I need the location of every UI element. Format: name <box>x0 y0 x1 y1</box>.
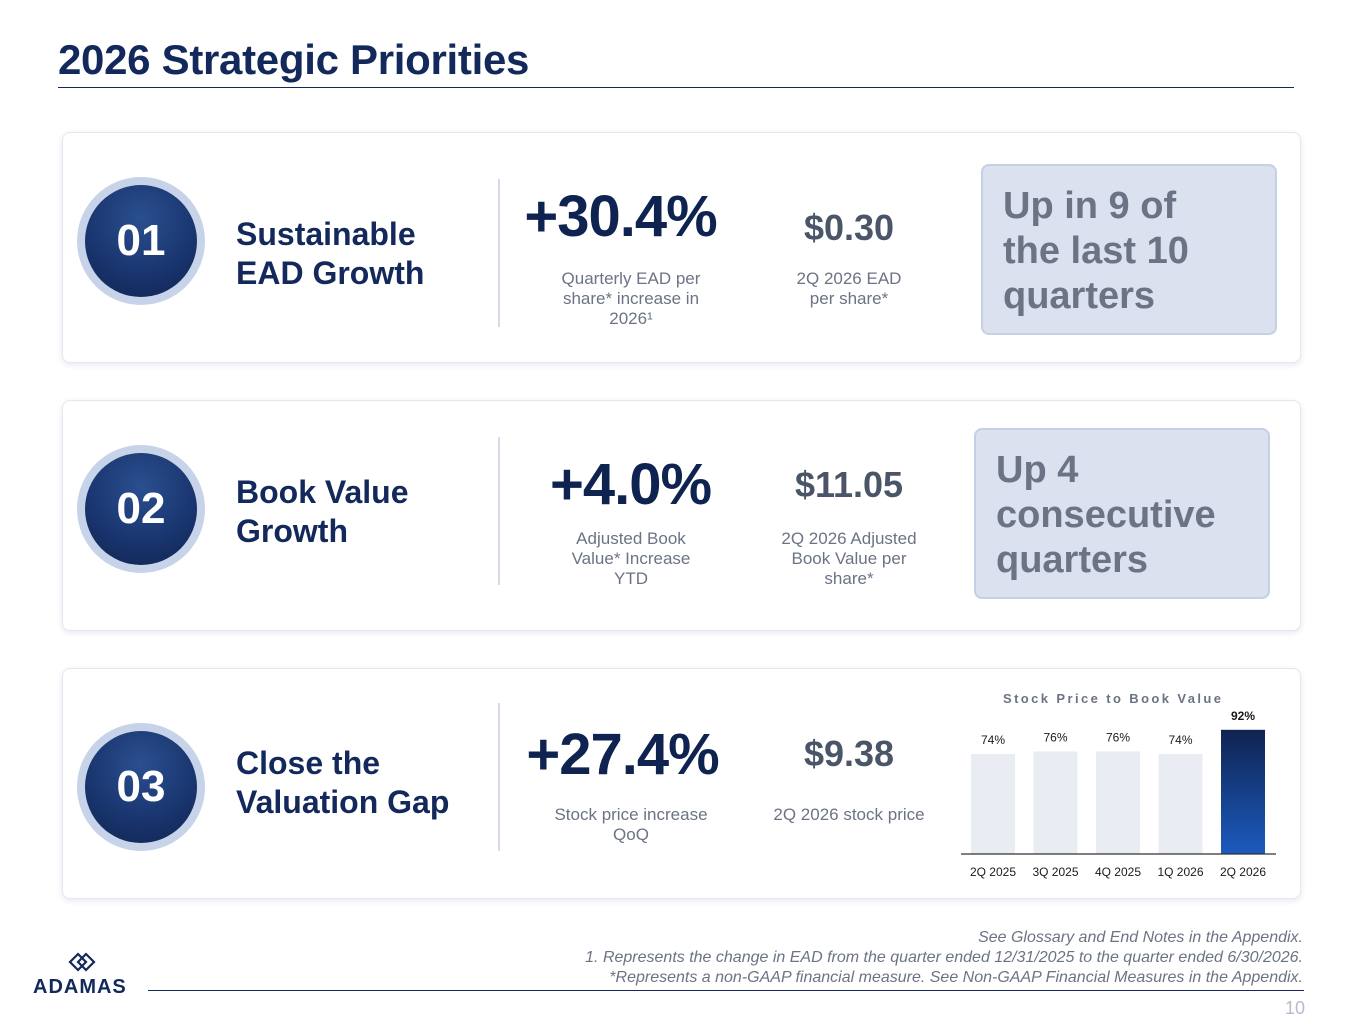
priority-heading: Close the Valuation Gap <box>236 745 450 820</box>
x-tick-label: 3Q 2025 <box>1032 865 1078 879</box>
bar-2q-2025 <box>971 754 1015 854</box>
priority-card-3: 03 Close the Valuation Gap +27.4% Stock … <box>62 668 1301 899</box>
footnote-glossary: See Glossary and End Notes in the Append… <box>978 929 1303 946</box>
secondary-metric-value: $9.38 <box>803 733 895 774</box>
title-divider <box>58 87 1294 88</box>
x-tick-label: 4Q 2025 <box>1095 865 1141 879</box>
primary-metric-value: +30.4% <box>524 184 717 249</box>
priority-number-badge: 02 <box>77 445 205 573</box>
secondary-metric-caption: 2Q 2026 Adjusted Book Value per share* <box>781 529 917 588</box>
bar-value-label: 74% <box>981 733 1005 747</box>
chart-title: Stock Price to Book Value <box>1003 691 1224 706</box>
priority-card-1: 01 Sustainable EAD Growth +30.4% Quarter… <box>62 132 1301 363</box>
adamas-logo-icon <box>68 952 96 972</box>
vertical-divider <box>498 703 500 851</box>
page-number: 10 <box>1284 998 1305 1018</box>
x-tick-label: 1Q 2026 <box>1157 865 1203 879</box>
bar-2q-2026 <box>1221 729 1265 854</box>
priority-number: 03 <box>85 731 197 843</box>
stock-price-to-book-chart: 74% 2Q 2025 76% 3Q 2025 76% 4Q 2025 74% 1Q 2026… <box>961 709 1276 879</box>
priority-number-badge: 01 <box>77 177 205 305</box>
logo-wordmark: ADAMAS <box>33 976 127 998</box>
bar-value-label: 92% <box>1231 709 1255 723</box>
footnotes: See Glossary and End Notes in the Append… <box>585 928 1303 988</box>
primary-metric-caption: Stock price increase QoQ <box>554 805 708 844</box>
priority-number-badge: 03 <box>77 723 205 851</box>
primary-metric-caption: Quarterly EAD per share* increase in 202… <box>561 269 701 328</box>
secondary-metric-value: $0.30 <box>803 207 895 248</box>
bar-value-label: 76% <box>1043 730 1067 744</box>
bar-1q-2026 <box>1158 754 1203 854</box>
highlight-callout: Up in 9 of the last 10 quarters <box>981 164 1277 335</box>
vertical-divider <box>498 179 500 327</box>
priority-number: 02 <box>85 453 197 565</box>
secondary-metric-value: $11.05 <box>794 464 904 505</box>
footnote-1: 1. Represents the change in EAD from the… <box>585 949 1303 966</box>
bar-value-label: 74% <box>1168 733 1192 747</box>
priority-number: 01 <box>85 185 197 297</box>
secondary-metric-caption: 2Q 2026 stock price <box>773 805 925 824</box>
primary-metric-value: +4.0% <box>549 452 712 517</box>
page-title: 2026 Strategic Priorities <box>58 36 530 83</box>
vertical-divider <box>498 437 500 585</box>
primary-metric-value: +27.4% <box>526 722 719 787</box>
x-tick-label: 2Q 2025 <box>970 865 1016 879</box>
highlight-callout: Up 4 consecutive quarters <box>974 428 1270 599</box>
footnote-non-gaap: *Represents a non-GAAP financial measure… <box>609 969 1303 986</box>
bar-4q-2025 <box>1096 751 1140 854</box>
bar-value-label: 76% <box>1106 730 1130 744</box>
priority-card-2: 02 Book Value Growth +4.0% Adjusted Book… <box>62 400 1301 631</box>
primary-metric-caption: Adjusted Book Value* Increase YTD <box>571 529 691 588</box>
bar-3q-2025 <box>1033 751 1078 854</box>
footer-divider <box>148 990 1304 991</box>
secondary-metric-caption: 2Q 2026 EAD per share* <box>796 269 902 308</box>
x-tick-label: 2Q 2026 <box>1220 865 1266 879</box>
priority-heading: Sustainable EAD Growth <box>236 216 425 291</box>
priority-heading: Book Value Growth <box>236 474 409 549</box>
